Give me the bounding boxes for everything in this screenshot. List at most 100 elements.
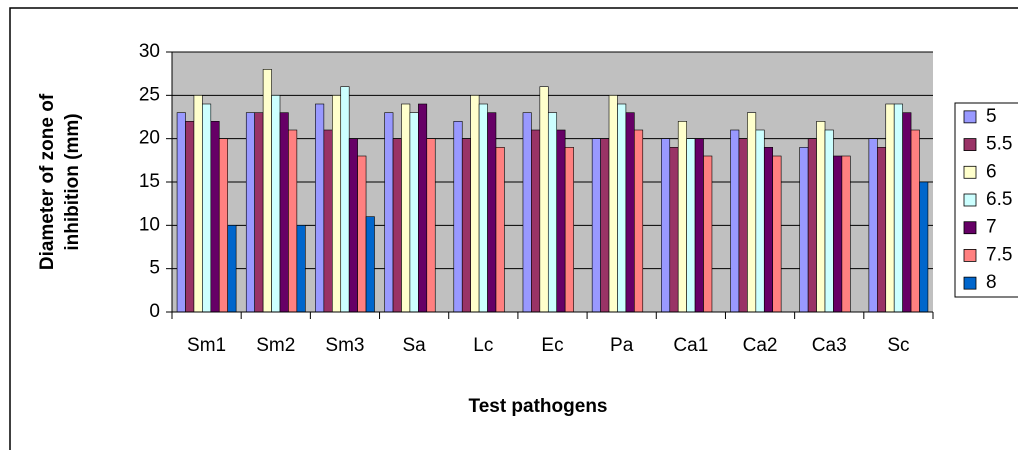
bar [738,138,748,313]
bar [539,86,549,313]
bar [478,103,488,313]
bar [600,138,610,313]
x-tick-label: Ca1 [673,335,708,356]
bar [470,95,480,313]
bar [401,103,411,313]
bar [185,121,195,313]
bar [868,138,878,313]
bar [564,147,574,313]
bar [625,112,635,313]
y-tick-label: 20 [139,128,160,149]
bar [409,112,419,313]
y-tick-label: 25 [139,84,160,105]
legend-label: 5 [986,106,997,127]
bar [453,121,463,313]
bar [885,103,895,313]
bar [694,138,704,313]
bar [730,129,740,313]
bar [331,95,342,313]
bar [747,112,757,313]
bar [824,129,834,313]
bar [315,103,325,313]
bar [910,129,920,313]
bar [254,112,264,313]
bar [703,155,713,313]
x-tick-label: Ec [541,335,563,356]
bar [340,86,350,313]
bar [323,129,333,313]
legend-label: 7.5 [986,244,1012,265]
x-tick-label: Pa [610,335,634,356]
legend-swatch [963,165,977,179]
bar [495,147,505,313]
bar [279,112,289,313]
bar [617,103,627,313]
bar [392,138,402,313]
y-tick-label: 15 [139,171,160,192]
legend-label: 5.5 [986,134,1012,155]
bar [227,225,237,313]
bar [245,112,255,313]
bar [487,112,497,313]
legend-label: 6.5 [986,189,1012,210]
y-tick-label: 0 [149,301,160,322]
bar [669,147,679,313]
x-tick-label: Sa [403,335,427,356]
legend-swatch [963,138,977,151]
bar [833,155,843,313]
bar [426,138,436,313]
bar [461,138,471,313]
legend-swatch [963,249,977,262]
bar [677,121,687,313]
y-tick-label: 5 [149,258,160,279]
x-tick-label: Ca3 [812,335,847,356]
bar [816,121,826,313]
bar [634,129,644,313]
bar [365,216,375,313]
legend-swatch [963,110,977,124]
bar [210,121,220,313]
bar [893,103,903,313]
bar [193,95,203,313]
bar [763,147,774,313]
bar [357,155,367,313]
bar [348,138,358,313]
x-tick-label: Sm1 [187,335,226,356]
x-axis-label: Test pathogens [469,396,608,417]
legend-swatch [963,193,977,207]
bar [902,112,912,313]
bar [288,129,298,313]
bar [755,129,765,313]
x-tick-label: Lc [473,335,493,356]
legend-label: 7 [986,217,997,238]
y-tick-label: 30 [139,41,160,62]
bar [556,129,566,313]
bar [202,103,212,313]
bar [591,138,601,313]
legend [954,102,1018,298]
bar [547,112,558,313]
bar [262,69,272,313]
bar [418,103,428,313]
bar [522,112,532,313]
bar [799,147,809,313]
y-tick-label: 10 [139,214,160,235]
bar [877,147,887,313]
legend-swatch [963,276,977,290]
bar [531,129,541,313]
x-tick-label: Sm2 [256,335,295,356]
bar [661,138,671,313]
bar [271,95,281,313]
bar [176,112,186,313]
bar [686,138,696,313]
legend-label: 8 [986,272,997,293]
x-tick-label: Ca2 [743,335,778,356]
y-axis-label: inhibition (mm) [62,113,83,250]
bar [608,95,618,313]
bar [807,138,817,313]
bar [218,138,228,313]
legend-swatch [963,221,977,235]
legend-label: 6 [986,161,997,182]
x-tick-label: Sc [887,335,909,356]
